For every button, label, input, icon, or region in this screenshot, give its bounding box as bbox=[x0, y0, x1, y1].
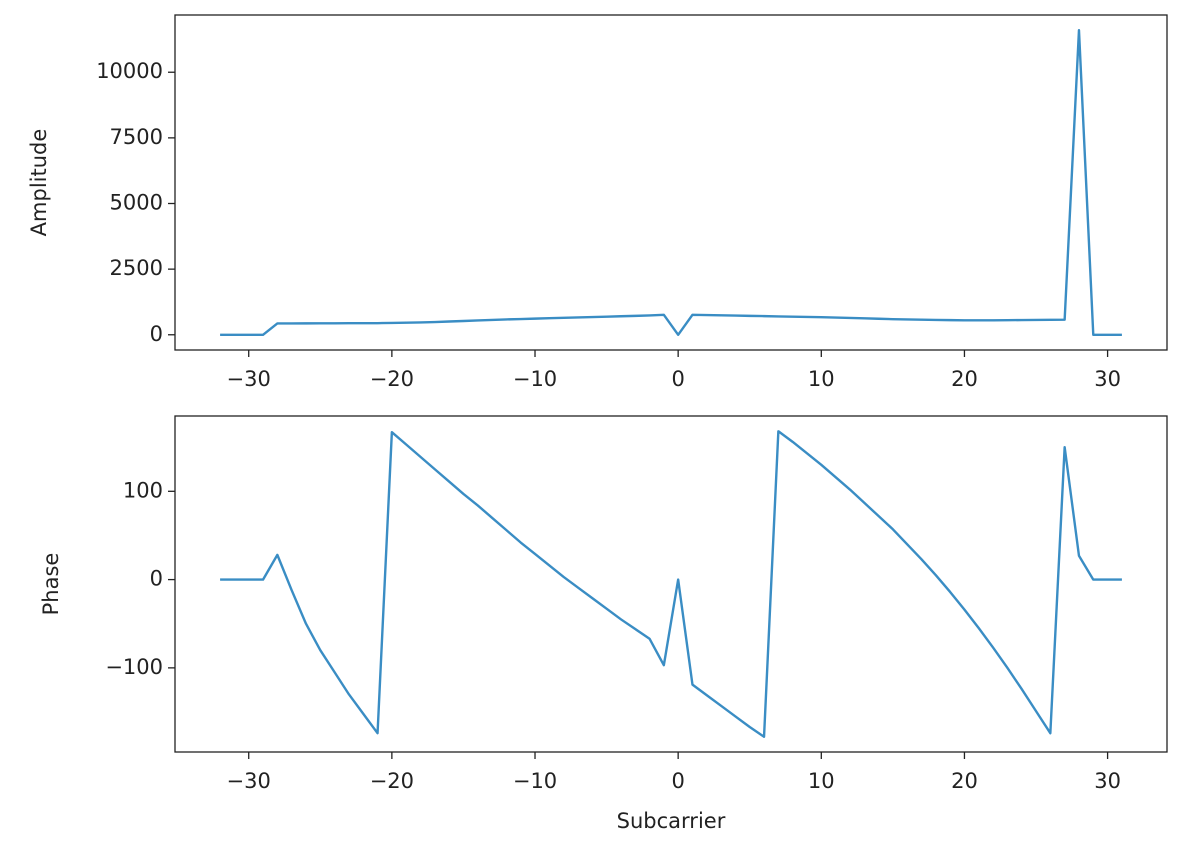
x-tick-label: −30 bbox=[227, 769, 271, 793]
x-tick-label: 0 bbox=[671, 367, 684, 391]
data-line bbox=[220, 29, 1122, 336]
x-tick-label: −10 bbox=[513, 367, 557, 391]
y-tick-label: 7500 bbox=[110, 125, 163, 149]
x-tick-label: −10 bbox=[513, 769, 557, 793]
y-tick-label: −100 bbox=[105, 655, 163, 679]
x-tick-label: 20 bbox=[951, 367, 978, 391]
y-tick-label: 0 bbox=[150, 322, 163, 346]
y-axis-label: Amplitude bbox=[27, 129, 51, 237]
x-tick-label: −20 bbox=[370, 367, 414, 391]
y-axis-label: Phase bbox=[39, 553, 63, 616]
y-tick-label: 0 bbox=[150, 567, 163, 591]
x-axis-label: Subcarrier bbox=[617, 809, 726, 833]
x-tick-label: 0 bbox=[671, 769, 684, 793]
y-tick-label: 100 bbox=[123, 478, 163, 502]
x-tick-label: 20 bbox=[951, 769, 978, 793]
x-tick-label: 10 bbox=[808, 769, 835, 793]
y-tick-label: 5000 bbox=[110, 191, 163, 215]
x-tick-label: 30 bbox=[1094, 769, 1121, 793]
y-tick-label: 2500 bbox=[110, 256, 163, 280]
x-tick-label: 30 bbox=[1094, 367, 1121, 391]
x-tick-label: −30 bbox=[227, 367, 271, 391]
y-tick-label: 10000 bbox=[96, 59, 163, 83]
plot-area bbox=[174, 415, 1168, 753]
x-tick-label: −20 bbox=[370, 769, 414, 793]
x-tick-label: 10 bbox=[808, 367, 835, 391]
data-line bbox=[220, 430, 1122, 738]
plot-area bbox=[174, 14, 1168, 351]
